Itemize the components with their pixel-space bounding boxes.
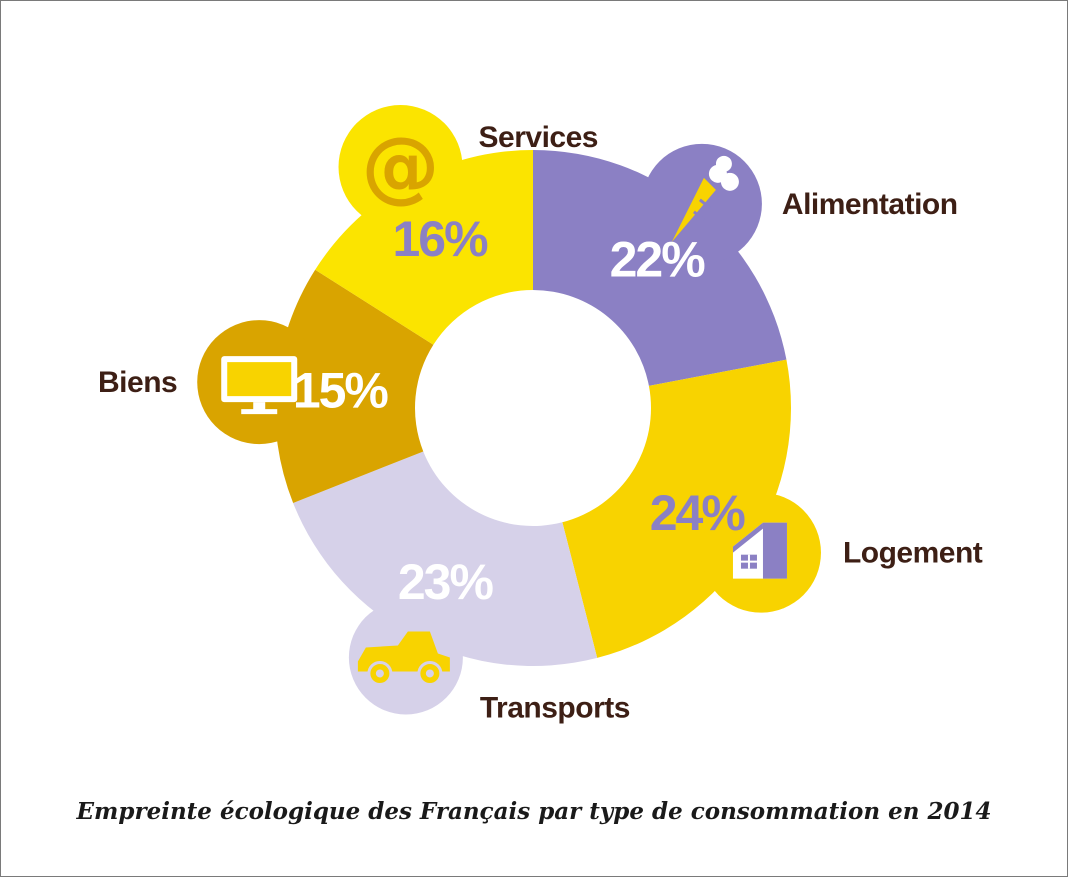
car-icon — [357, 631, 450, 686]
percent-label-biens: 15% — [293, 363, 389, 419]
monitor-icon — [221, 356, 298, 415]
category-label-transports: Transports — [480, 691, 630, 724]
percent-label-services: 16% — [393, 211, 489, 267]
category-label-alimentation: Alimentation — [782, 188, 958, 221]
chart-title: Empreinte écologique des Français par ty… — [76, 798, 992, 825]
at-sign-icon-badge: @ — [338, 105, 463, 230]
percent-labels: 22% 24% 23% 15% 16% — [293, 211, 748, 610]
slice-biens — [275, 269, 434, 503]
slice-alimentation — [533, 150, 787, 386]
category-label-services: Services — [479, 121, 598, 154]
slice-transports — [293, 451, 598, 666]
icon-badges: @ — [197, 105, 821, 715]
house-icon-badge — [700, 492, 821, 613]
percent-label-logement: 24% — [650, 485, 746, 541]
category-labels: Alimentation Logement Transports Biens Servi… — [98, 121, 983, 724]
category-label-biens: Biens — [98, 366, 177, 399]
slice-services — [315, 150, 533, 345]
carrot-icon-badge — [641, 143, 762, 264]
percent-label-transports: 23% — [398, 554, 494, 610]
house-icon — [732, 522, 787, 579]
monitor-icon-badge — [197, 320, 322, 445]
donut-slices — [275, 150, 791, 666]
category-label-logement: Logement — [843, 537, 983, 570]
at-sign-icon: @ — [362, 122, 440, 212]
carrot-icon — [671, 155, 739, 242]
slice-logement — [562, 359, 791, 658]
percent-label-alimentation: 22% — [610, 232, 706, 288]
car-icon-badge — [348, 600, 463, 715]
svg-text:@: @ — [362, 122, 440, 212]
